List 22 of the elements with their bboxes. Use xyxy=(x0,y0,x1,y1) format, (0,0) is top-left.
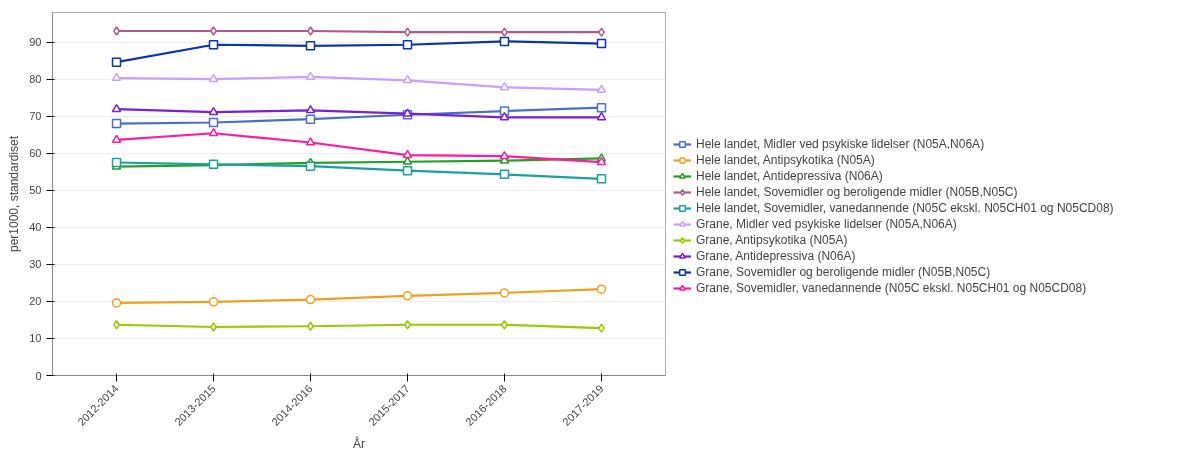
y-tick-label: 50 xyxy=(29,184,42,197)
x-axis-title: År xyxy=(353,436,365,452)
legend-label: Hele landet, Antidepressiva (N06A) xyxy=(696,169,883,183)
legend-label: Grane, Antidepressiva (N06A) xyxy=(696,249,856,263)
y-tick-label: 70 xyxy=(29,110,42,123)
legend-label: Grane, Sovemidler og beroligende midler (N05B,N05C) xyxy=(696,265,991,279)
legend-label: Grane, Sovemidler, vanedannende (N05C ekskl. N05CH01 og N05CD08) xyxy=(696,281,1087,295)
legend-label: Grane, Antipsykotika (N05A) xyxy=(696,233,848,247)
y-tick-label: 10 xyxy=(29,332,42,345)
y-tick-label: 90 xyxy=(29,36,42,49)
legend-label: Hele landet, Sovemidler og beroligende midler (N05B,N05C) xyxy=(696,185,1018,199)
y-axis-title: per1000, standardiset xyxy=(7,135,22,253)
y-tick-label: 20 xyxy=(29,295,42,308)
y-tick-label: 30 xyxy=(29,258,42,271)
legend-label: Hele landet, Sovemidler, vanedannende (N05C ekskl. N05CH01 og N05CD08) xyxy=(696,201,1114,215)
legend-label: Hele landet, Midler ved psykiske lidelser (N05A,N06A) xyxy=(696,137,985,151)
legend-label: Grane, Midler ved psykiske lidelser (N05A,N06A) xyxy=(696,217,957,231)
y-tick-label: 0 xyxy=(35,369,42,382)
y-tick-label: 80 xyxy=(29,73,42,86)
y-tick-label: 40 xyxy=(29,221,42,234)
y-tick-label: 60 xyxy=(29,147,42,160)
legend-label: Hele landet, Antipsykotika (N05A) xyxy=(696,153,875,167)
